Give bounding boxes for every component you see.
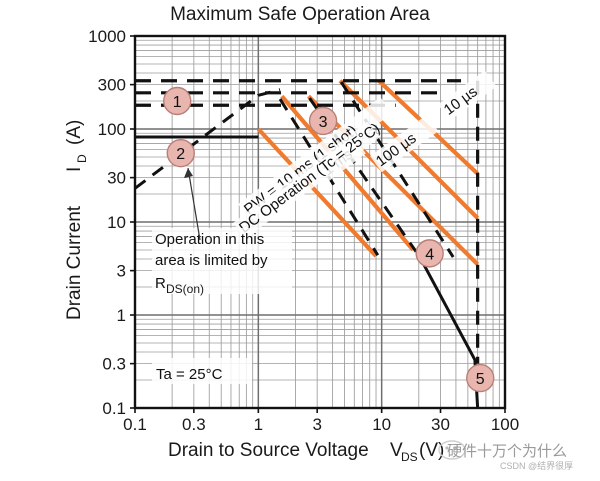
callout-marker-5[interactable]: 5 <box>466 363 495 393</box>
callout-marker-label: 2 <box>176 146 185 163</box>
rdson-annotation: Operation in this area is limited by R D… <box>152 228 292 296</box>
x-axis-title: Drain to Source Voltage V DS (V) <box>168 440 444 464</box>
rdson-note-line2: area is limited by <box>155 252 268 269</box>
x-tick-label: 30 <box>431 415 450 434</box>
callout-marker-label: 5 <box>476 371 485 388</box>
rdson-pointer-arrow <box>184 167 201 241</box>
y-tick-label: 1 <box>117 306 126 325</box>
callout-markers: 1 2 3 4 5 <box>163 86 495 393</box>
ambient-temp-annotation: Ta = 25°C <box>152 358 252 384</box>
watermark-text: 硬件十万个为什么 <box>447 443 567 460</box>
y-tick-label: 10 <box>107 213 126 232</box>
series-1ms-limit-black <box>339 81 455 258</box>
rdson-note-symbol: R <box>155 275 166 292</box>
rdson-note-symbol-sub: DS(on) <box>166 282 204 296</box>
callout-marker-1[interactable]: 1 <box>163 86 192 116</box>
x-axis-symbol: V <box>390 440 403 461</box>
series-dc-operation-tc-25c <box>256 127 378 258</box>
chart-title: Maximum Safe Operation Area <box>170 4 430 25</box>
rdson-note-line1: Operation in this <box>155 231 264 248</box>
y-axis-symbol: I <box>64 167 85 172</box>
y-tick-label: 30 <box>107 169 126 188</box>
series-breakdown-solid <box>414 249 480 408</box>
callout-marker-label: 1 <box>173 94 182 111</box>
callout-marker-label: 3 <box>319 114 328 131</box>
y-tick-label: 0.3 <box>102 355 126 374</box>
series-pw-10-ms-1-shot <box>280 94 415 252</box>
y-tick-label: 300 <box>98 76 126 95</box>
y-tick-label: 1000 <box>88 27 126 46</box>
callout-marker-4[interactable]: 4 <box>415 239 444 268</box>
x-tick-label: 100 <box>491 415 519 434</box>
x-tick-label: 0.1 <box>123 415 147 434</box>
y-axis-unit: (A) <box>64 120 85 145</box>
x-axis-ticks: 0.1 0.3 1 3 10 30 100 <box>123 408 519 434</box>
callout-marker-label: 4 <box>425 246 434 263</box>
y-tick-label: 0.1 <box>102 399 126 418</box>
x-tick-label: 10 <box>372 415 391 434</box>
y-axis-symbol-sub: D <box>75 154 89 163</box>
y-axis-title-text: Drain Current <box>64 205 85 320</box>
callout-marker-2[interactable]: 2 <box>166 138 195 168</box>
watermark: 硬件十万个为什么 CSDN @结界很厚 <box>438 440 573 471</box>
x-axis-symbol-sub: DS <box>401 450 418 464</box>
y-tick-label: 100 <box>98 120 126 139</box>
y-tick-label: 3 <box>117 262 126 281</box>
x-tick-label: 1 <box>254 415 263 434</box>
watermark-credit: CSDN @结界很厚 <box>500 460 573 471</box>
x-tick-label: 3 <box>312 415 321 434</box>
ambient-temp-text: Ta = 25°C <box>156 366 223 383</box>
x-axis-title-text: Drain to Source Voltage <box>168 440 369 461</box>
y-axis-title: Drain Current I D (A) <box>64 120 89 320</box>
x-axis-unit: (V) <box>419 440 444 461</box>
callout-marker-3[interactable]: 3 <box>308 106 338 136</box>
y-axis-ticks: 0.1 0.3 1 3 10 30 100 300 1000 <box>88 27 135 418</box>
x-tick-label: 0.3 <box>182 415 206 434</box>
